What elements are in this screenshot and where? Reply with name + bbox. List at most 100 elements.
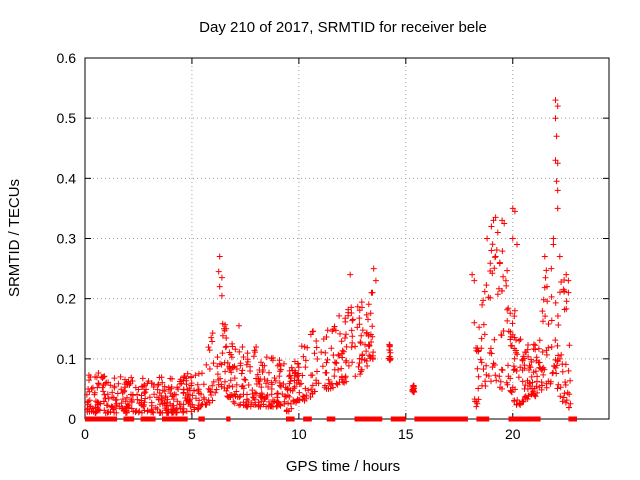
data-point (132, 384, 139, 391)
data-point (83, 391, 90, 398)
data-point (180, 401, 187, 408)
data-point (479, 301, 486, 308)
y-tick-label: 0.5 (57, 110, 77, 126)
data-point (84, 399, 91, 406)
data-point (536, 384, 543, 391)
data-point (177, 376, 184, 383)
data-point (244, 350, 251, 357)
data-point (100, 373, 107, 380)
data-point (205, 397, 212, 404)
data-point (129, 378, 136, 384)
data-point (91, 391, 98, 398)
data-point (541, 253, 548, 260)
data-point (289, 387, 296, 394)
data-point (324, 327, 331, 334)
data-point (219, 332, 226, 339)
data-point (359, 304, 365, 311)
data-point (261, 362, 268, 369)
data-point (189, 392, 196, 399)
data-point (165, 406, 172, 413)
data-point (194, 381, 201, 388)
data-point (358, 332, 365, 339)
data-point (274, 390, 281, 397)
data-point (475, 385, 482, 392)
data-point (410, 387, 416, 393)
data-point (167, 390, 174, 397)
data-point (519, 378, 526, 385)
data-point (358, 366, 365, 373)
data-point (313, 338, 320, 344)
data-point (510, 367, 517, 373)
data-point (338, 338, 345, 345)
data-point (330, 352, 337, 359)
data-point (566, 391, 573, 398)
data-point (483, 371, 490, 378)
data-point (343, 378, 350, 385)
data-point (528, 359, 535, 365)
data-point (216, 253, 223, 260)
data-point (191, 387, 198, 394)
data-point (516, 400, 523, 407)
data-point (138, 392, 145, 399)
data-point (254, 371, 261, 378)
data-point (349, 317, 356, 324)
zero-point-run (568, 416, 577, 422)
x-tick-label: 10 (291, 426, 307, 442)
data-point (535, 345, 542, 352)
data-point (356, 315, 363, 322)
data-point (114, 390, 121, 397)
data-point (194, 406, 201, 413)
data-point (530, 369, 537, 376)
data-point (159, 395, 165, 402)
data-point (369, 333, 376, 340)
data-point (284, 385, 291, 392)
data-point (104, 402, 111, 409)
data-point (258, 384, 265, 391)
data-point (195, 405, 202, 412)
data-point (525, 342, 531, 348)
data-point (345, 362, 352, 369)
data-point (511, 355, 518, 362)
data-point (268, 379, 275, 386)
data-point (509, 331, 516, 338)
data-point (539, 349, 546, 355)
data-point (548, 344, 555, 350)
data-point (300, 353, 307, 360)
zero-point-run (162, 416, 188, 422)
data-point (231, 400, 238, 407)
data-point (101, 398, 108, 405)
zero-point-run (476, 416, 490, 422)
data-point (387, 349, 394, 356)
data-point (272, 377, 279, 384)
data-point (544, 298, 551, 305)
data-point (268, 391, 275, 398)
data-point (338, 373, 345, 380)
data-point (538, 379, 545, 386)
x-axis-label: GPS time / hours (286, 458, 400, 475)
data-point (540, 318, 546, 325)
data-point (274, 362, 281, 369)
data-point (552, 115, 559, 122)
data-point (294, 360, 301, 367)
data-point (552, 356, 559, 363)
data-point (255, 399, 262, 406)
data-point (140, 382, 147, 389)
data-point (515, 374, 522, 381)
data-point (274, 398, 281, 405)
data-point (104, 391, 111, 398)
data-point (514, 351, 521, 358)
data-point (208, 392, 215, 398)
data-point (363, 348, 370, 355)
data-point (548, 317, 555, 324)
data-point (218, 381, 225, 388)
data-point (491, 265, 498, 272)
zero-point-run (286, 416, 295, 422)
data-point (554, 103, 561, 110)
data-point (252, 349, 258, 356)
data-point (278, 383, 284, 390)
data-point (134, 396, 141, 403)
data-point (567, 400, 574, 407)
data-point (358, 299, 365, 306)
data-point (359, 327, 366, 334)
